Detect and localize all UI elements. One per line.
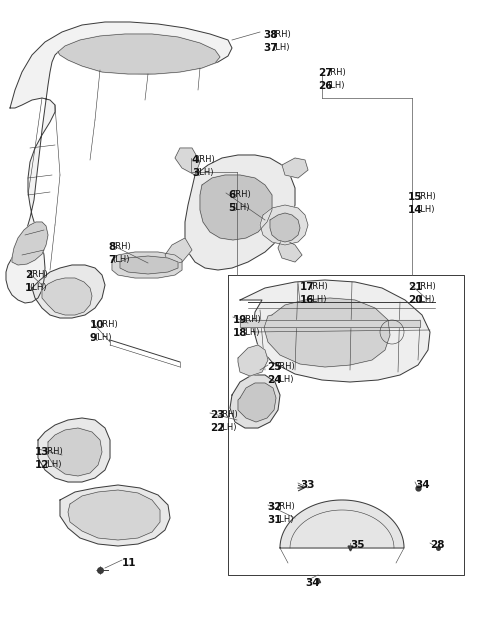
Text: 5: 5	[228, 203, 235, 213]
Polygon shape	[60, 485, 170, 546]
Text: 22: 22	[210, 423, 225, 433]
Text: (LH): (LH)	[196, 168, 214, 177]
Text: 18: 18	[233, 328, 248, 338]
Polygon shape	[48, 428, 102, 476]
Text: 4: 4	[192, 155, 199, 165]
Text: 8: 8	[108, 242, 115, 252]
Text: (RH): (RH)	[276, 502, 295, 511]
Polygon shape	[240, 320, 420, 327]
Text: (RH): (RH)	[276, 362, 295, 371]
Polygon shape	[38, 418, 110, 482]
Text: 26: 26	[318, 81, 333, 91]
Polygon shape	[278, 238, 302, 262]
Text: 13: 13	[35, 447, 49, 457]
Text: (LH): (LH)	[112, 255, 130, 264]
Polygon shape	[270, 213, 300, 242]
Text: (LH): (LH)	[219, 423, 237, 432]
Text: (RH): (RH)	[44, 447, 63, 456]
Text: 7: 7	[108, 255, 115, 265]
Polygon shape	[280, 500, 404, 548]
Text: (RH): (RH)	[309, 282, 328, 291]
Polygon shape	[240, 280, 430, 382]
Polygon shape	[68, 490, 160, 540]
Text: (LH): (LH)	[417, 205, 434, 214]
Text: 38: 38	[263, 30, 277, 40]
Text: (RH): (RH)	[417, 282, 436, 291]
Text: (LH): (LH)	[95, 333, 112, 342]
Polygon shape	[200, 175, 272, 240]
Text: 1: 1	[25, 283, 32, 293]
Text: (LH): (LH)	[276, 375, 293, 384]
Text: 37: 37	[263, 43, 277, 53]
Text: 32: 32	[267, 502, 281, 512]
Text: (RH): (RH)	[327, 68, 346, 77]
Polygon shape	[230, 375, 280, 428]
Text: 31: 31	[267, 515, 281, 525]
Text: 20: 20	[408, 295, 422, 305]
Text: 27: 27	[318, 68, 333, 78]
Text: (LH): (LH)	[232, 203, 250, 212]
Polygon shape	[6, 22, 232, 303]
Polygon shape	[175, 148, 200, 175]
Text: (RH): (RH)	[219, 410, 238, 419]
Text: (RH): (RH)	[99, 320, 118, 329]
Text: (RH): (RH)	[232, 190, 251, 199]
Text: 15: 15	[408, 192, 422, 202]
Text: 10: 10	[90, 320, 105, 330]
Polygon shape	[165, 238, 192, 265]
Text: 23: 23	[210, 410, 225, 420]
Polygon shape	[42, 278, 92, 315]
Polygon shape	[120, 256, 178, 274]
Polygon shape	[260, 205, 308, 245]
Text: 16: 16	[300, 295, 314, 305]
Text: (LH): (LH)	[272, 43, 289, 52]
Text: (LH): (LH)	[29, 283, 47, 292]
Text: 11: 11	[122, 558, 136, 568]
Text: (LH): (LH)	[417, 295, 434, 304]
Text: 35: 35	[350, 540, 364, 550]
Polygon shape	[238, 345, 268, 376]
Polygon shape	[238, 383, 276, 422]
Polygon shape	[112, 252, 182, 278]
Text: (RH): (RH)	[29, 270, 48, 279]
Text: 25: 25	[267, 362, 281, 372]
Text: 24: 24	[267, 375, 282, 385]
Text: 17: 17	[300, 282, 314, 292]
Text: 14: 14	[408, 205, 422, 215]
Text: (RH): (RH)	[272, 30, 291, 39]
Text: 34: 34	[305, 578, 320, 588]
Text: 33: 33	[300, 480, 314, 490]
Text: (RH): (RH)	[196, 155, 215, 164]
Polygon shape	[12, 222, 48, 265]
Polygon shape	[185, 155, 295, 270]
Text: (RH): (RH)	[112, 242, 131, 251]
Text: (RH): (RH)	[417, 192, 436, 201]
Text: 2: 2	[25, 270, 32, 280]
Text: (LH): (LH)	[309, 295, 326, 304]
Text: 28: 28	[430, 540, 444, 550]
Text: 12: 12	[35, 460, 49, 470]
Polygon shape	[264, 298, 390, 367]
Text: 21: 21	[408, 282, 422, 292]
Text: (RH): (RH)	[242, 315, 261, 324]
Text: 3: 3	[192, 168, 199, 178]
Text: 34: 34	[415, 480, 430, 490]
Text: 19: 19	[233, 315, 247, 325]
Text: (LH): (LH)	[276, 515, 293, 524]
Polygon shape	[282, 158, 308, 178]
Text: (LH): (LH)	[327, 81, 345, 90]
Text: (LH): (LH)	[44, 460, 61, 469]
Text: 6: 6	[228, 190, 235, 200]
Polygon shape	[58, 34, 220, 74]
Text: 9: 9	[90, 333, 97, 343]
Text: (LH): (LH)	[242, 328, 260, 337]
Polygon shape	[32, 265, 105, 318]
